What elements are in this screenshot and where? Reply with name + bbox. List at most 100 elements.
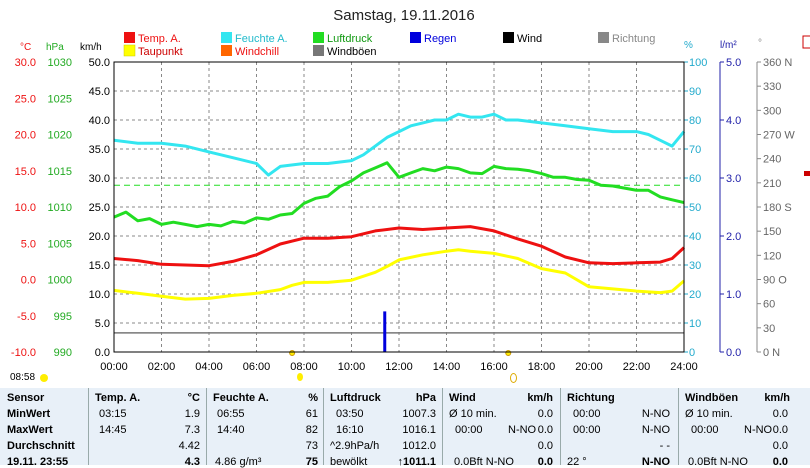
sunrise-marker xyxy=(289,350,296,356)
x-tick-label: 06:00 xyxy=(243,361,271,373)
gust-max-time: 00:00 xyxy=(691,424,719,436)
humidity-tick-label: 0 xyxy=(689,347,695,359)
press-max-time: 16:10 xyxy=(336,424,364,436)
axis-unit-rain: l/m² xyxy=(720,40,737,51)
wind-min-note: Ø 10 min. xyxy=(449,408,497,420)
dir-current: N-NO xyxy=(641,456,670,468)
wind-max-time: 00:00 xyxy=(455,424,483,436)
pressure-tick-label: 1020 xyxy=(48,130,72,142)
legend-wind: Wind xyxy=(517,33,542,45)
legend-swatch-dew xyxy=(123,44,136,57)
temp-min-time: 03:15 xyxy=(99,408,127,420)
hum-avg: 73 xyxy=(305,440,318,452)
humidity-tick-label: 50 xyxy=(689,202,701,214)
header-wind-unit: km/h xyxy=(527,392,553,404)
legend-direction: Richtung xyxy=(612,33,655,45)
wind-tick-label: 25.0 xyxy=(89,202,110,214)
humidity-tick-label: 90 xyxy=(689,86,701,98)
wind-tick-label: 5.0 xyxy=(95,318,110,330)
x-tick-label: 22:00 xyxy=(623,361,651,373)
dir-avg: - - xyxy=(659,440,670,452)
gust-min: 0.0 xyxy=(772,408,788,420)
wind-max: 0.0 xyxy=(537,424,553,436)
legend-swatch-direction xyxy=(598,32,609,43)
press-current: ↑1011.1 xyxy=(397,456,436,468)
humidity-tick-label: 100 xyxy=(689,57,707,69)
legend-swatch-temp xyxy=(124,32,135,43)
header-direction: Richtung xyxy=(567,392,615,404)
divider xyxy=(442,388,443,465)
dir-min-time: 00:00 xyxy=(573,408,601,420)
temp-tick-label: 10.0 xyxy=(15,202,36,214)
header-gust-unit: km/h xyxy=(764,392,790,404)
pressure-series-line xyxy=(113,161,685,229)
x-tick-label: 10:00 xyxy=(338,361,366,373)
series xyxy=(113,112,686,356)
wind-tick-label: 20.0 xyxy=(89,231,110,243)
hum-min-time: 06:55 xyxy=(217,408,245,420)
direction-tick-label: 210 xyxy=(763,178,781,190)
direction-tick-label: 0 N xyxy=(763,347,780,359)
axis-unit-humidity: % xyxy=(684,40,693,51)
x-tick-label: 24:00 xyxy=(670,361,698,373)
legend-rain: Regen xyxy=(424,33,456,45)
pressure-tick-label: 1010 xyxy=(48,202,72,214)
plot-frame xyxy=(113,61,685,353)
dir-max: N-NO xyxy=(641,424,670,436)
rain-tick-label: 3.0 xyxy=(726,173,741,185)
direction-tick-label: 360 N xyxy=(763,57,792,69)
temp-tick-label: 20.0 xyxy=(15,130,36,142)
press-max: 1016.1 xyxy=(402,424,436,436)
pressure-tick-label: 1005 xyxy=(48,238,72,250)
divider xyxy=(206,388,207,465)
gust-max: 0.0 xyxy=(772,424,788,436)
header-gust: Windböen xyxy=(685,392,739,404)
direction-tick-label: 180 S xyxy=(763,202,792,214)
hum-max: 82 xyxy=(305,424,318,436)
x-tick-label: 00:00 xyxy=(100,361,128,373)
temp-current: 4.3 xyxy=(184,456,200,468)
wind-tick-label: 0.0 xyxy=(95,347,110,359)
rain-tick-label: 4.0 xyxy=(726,115,741,127)
edge-marker xyxy=(804,171,810,176)
temp-max: 7.3 xyxy=(184,424,200,436)
row-min-label: MinWert xyxy=(7,408,51,420)
legend-swatch-humidity xyxy=(221,32,232,43)
divider xyxy=(88,388,89,465)
legend-swatch-gust xyxy=(313,45,324,56)
edge-checkbox[interactable] xyxy=(802,35,810,49)
x-tick-label: 16:00 xyxy=(480,361,508,373)
sunrise-icon xyxy=(297,373,303,381)
axis-unit-temp: °C xyxy=(20,42,31,53)
rain-tick-label: 0.0 xyxy=(726,347,741,359)
direction-tick-label: 30 xyxy=(763,323,775,335)
hum-current-note: 4.86 g/m³ xyxy=(215,456,262,468)
x-tick-label: 14:00 xyxy=(433,361,461,373)
humidity-tick-label: 40 xyxy=(689,231,701,243)
dir-max-time: 00:00 xyxy=(573,424,601,436)
wind-current: 0.0 xyxy=(537,456,553,468)
axis-unit-direction: ° xyxy=(758,38,762,49)
temp-tick-label: 5.0 xyxy=(21,238,36,250)
header-humidity-unit: % xyxy=(308,392,318,404)
direction-tick-label: 120 xyxy=(763,250,781,262)
legend-gust: Windböen xyxy=(327,46,377,58)
axes: 00:00 02:00 04:00 06:00 08:00 10:00 12:00 14:00… xyxy=(11,57,795,373)
divider xyxy=(678,388,679,465)
header-wind: Wind xyxy=(449,392,476,404)
temp-tick-label: 25.0 xyxy=(15,93,36,105)
wind-tick-label: 15.0 xyxy=(89,260,110,272)
temp-min: 1.9 xyxy=(184,408,200,420)
direction-tick-label: 90 O xyxy=(763,275,787,287)
gust-current-note: 0.0Bft N-NO xyxy=(688,456,748,468)
header-temp: Temp. A. xyxy=(95,392,141,404)
wind-tick-label: 10.0 xyxy=(89,289,110,301)
x-tick-label: 04:00 xyxy=(195,361,223,373)
legend-temp: Temp. A. xyxy=(138,33,181,45)
direction-tick-label: 330 xyxy=(763,81,781,93)
wind-tick-label: 50.0 xyxy=(89,57,110,69)
gust-max-dir: N-NO xyxy=(744,424,773,436)
humidity-tick-label: 30 xyxy=(689,260,701,272)
current-time: 08:58 xyxy=(10,372,36,383)
pressure-tick-label: 1000 xyxy=(48,275,72,287)
